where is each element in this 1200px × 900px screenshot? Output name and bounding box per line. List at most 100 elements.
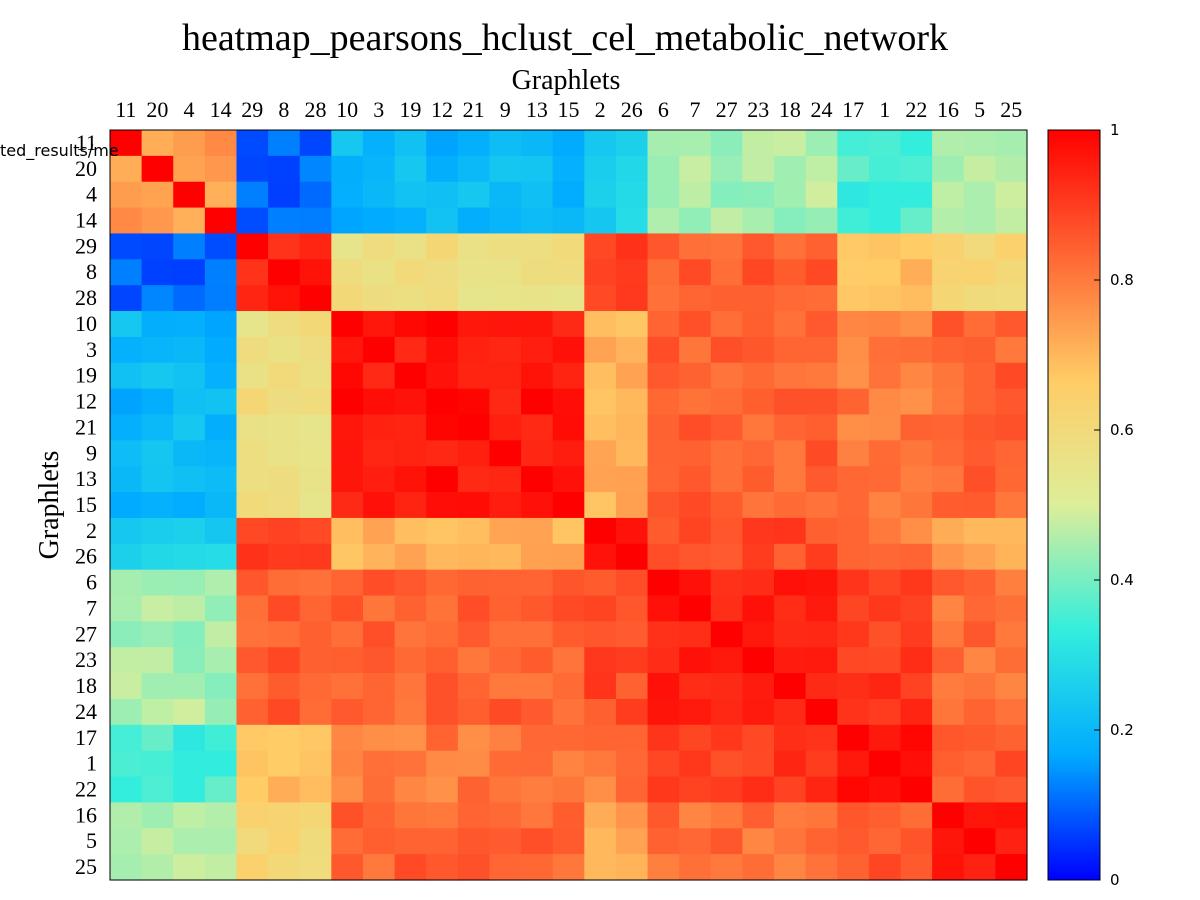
heatmap-cell-8-9 (489, 259, 522, 286)
heatmap-cell-24-28 (299, 698, 332, 726)
heatmap-cell-4-1 (868, 181, 902, 209)
heatmap-cell-28-1 (868, 285, 902, 312)
heatmap-cell-21-11 (110, 414, 143, 441)
heatmap-cell-29-18 (774, 233, 807, 260)
heatmap-cell-13-28 (299, 466, 332, 493)
heatmap-cell-4-14 (204, 181, 238, 209)
heatmap-cell-28-14 (204, 285, 238, 312)
heatmap-cell-11-21 (457, 130, 491, 157)
heatmap-cell-20-29 (236, 155, 269, 183)
heatmap-cell-16-16 (932, 802, 965, 829)
chart-title: heatmap_pearsons_hclust_cel_metabolic_ne… (181, 17, 949, 59)
heatmap-cell-20-4 (173, 155, 206, 183)
heatmap-cell-12-23 (742, 388, 775, 416)
heatmap-cell-8-10 (331, 259, 364, 286)
heatmap-cell-14-15 (552, 207, 585, 235)
heatmap-cell-22-5 (963, 776, 996, 804)
heatmap-cell-1-7 (679, 750, 712, 778)
heatmap-cell-1-28 (299, 750, 332, 778)
heatmap-cell-10-26 (615, 311, 649, 338)
heatmap-cell-23-2 (584, 647, 617, 674)
heatmap-cell-25-11 (110, 854, 143, 881)
heatmap-cell-10-6 (647, 311, 680, 338)
heatmap-cell-17-16 (932, 724, 965, 752)
heatmap-cell-8-28 (299, 259, 332, 286)
heatmap-cell-20-16 (932, 155, 965, 183)
heatmap-cell-3-19 (394, 336, 427, 364)
heatmap-cell-10-8 (268, 311, 301, 338)
heatmap-cell-14-13 (521, 207, 554, 235)
heatmap-cell-6-5 (963, 569, 996, 597)
heatmap-cell-2-1 (868, 517, 902, 545)
heatmap-cell-18-15 (552, 673, 585, 700)
heatmap-cell-3-29 (236, 336, 269, 364)
heatmap-cell-8-21 (457, 259, 491, 286)
heatmap-cell-13-14 (204, 466, 238, 493)
heatmap-cell-12-29 (236, 388, 269, 416)
heatmap-cell-21-3 (362, 414, 396, 441)
heatmap-cell-25-18 (774, 854, 807, 881)
heatmap-cell-21-28 (299, 414, 332, 441)
heatmap-cell-22-17 (837, 776, 870, 804)
heatmap-cell-18-29 (236, 673, 269, 700)
heatmap-cell-10-22 (900, 311, 933, 338)
heatmap-cell-6-26 (615, 569, 649, 597)
heatmap-cell-26-13 (521, 543, 554, 571)
x-tick-label-5: 5 (974, 97, 985, 122)
heatmap-cell-12-17 (837, 388, 870, 416)
x-tick-label-28: 28 (305, 97, 327, 122)
heatmap-cell-9-11 (110, 440, 143, 467)
heatmap-cell-28-8 (268, 285, 301, 312)
heatmap-cell-15-20 (141, 492, 174, 519)
heatmap-cell-19-28 (299, 362, 332, 390)
heatmap-cell-16-13 (521, 802, 554, 829)
heatmap-cell-13-15 (552, 466, 585, 493)
heatmap-cell-24-9 (489, 698, 522, 726)
heatmap-cell-3-17 (837, 336, 870, 364)
heatmap-cell-26-5 (963, 543, 996, 571)
heatmap-cell-5-5 (963, 828, 996, 855)
heatmap-cell-13-25 (995, 466, 1028, 493)
y-tick-label-24: 24 (75, 699, 97, 724)
heatmap-cell-7-20 (141, 595, 174, 622)
heatmap-cell-23-19 (394, 647, 427, 674)
heatmap-cell-12-5 (963, 388, 996, 416)
heatmap-cell-25-29 (236, 854, 269, 881)
heatmap-cell-11-19 (394, 130, 427, 157)
heatmap-cell-29-19 (394, 233, 427, 260)
heatmap-cell-11-3 (362, 130, 396, 157)
heatmap-cell-2-15 (552, 517, 585, 545)
heatmap-cell-22-26 (615, 776, 649, 804)
heatmap-cell-15-24 (805, 492, 838, 519)
heatmap-cell-22-22 (900, 776, 933, 804)
heatmap-cell-29-26 (615, 233, 649, 260)
heatmap-cell-7-13 (521, 595, 554, 622)
heatmap-cell-10-15 (552, 311, 585, 338)
heatmap-cell-5-27 (710, 828, 744, 855)
heatmap-cell-19-25 (995, 362, 1028, 390)
heatmap-cell-1-23 (742, 750, 775, 778)
heatmap-cell-6-17 (837, 569, 870, 597)
heatmap-cell-21-29 (236, 414, 269, 441)
heatmap-cell-24-8 (268, 698, 301, 726)
heatmap-cell-28-19 (394, 285, 427, 312)
heatmap-cell-17-14 (204, 724, 238, 752)
heatmap-cell-4-28 (299, 181, 332, 209)
heatmap-cell-25-9 (489, 854, 522, 881)
heatmap-cell-23-3 (362, 647, 396, 674)
heatmap-cell-1-25 (995, 750, 1028, 778)
heatmap-cell-18-9 (489, 673, 522, 700)
heatmap-cell-26-2 (584, 543, 617, 571)
heatmap-cell-27-3 (362, 621, 396, 648)
heatmap-cell-17-27 (710, 724, 744, 752)
heatmap-cell-4-22 (900, 181, 933, 209)
heatmap-cell-26-4 (173, 543, 206, 571)
heatmap-cell-2-19 (394, 517, 427, 545)
heatmap-cell-5-24 (805, 828, 838, 855)
heatmap-cell-6-19 (394, 569, 427, 597)
heatmap-cell-4-3 (362, 181, 396, 209)
heatmap-cell-17-5 (963, 724, 996, 752)
heatmap-cell-12-1 (868, 388, 902, 416)
heatmap-cell-27-11 (110, 621, 143, 648)
heatmap-cell-18-23 (742, 673, 775, 700)
